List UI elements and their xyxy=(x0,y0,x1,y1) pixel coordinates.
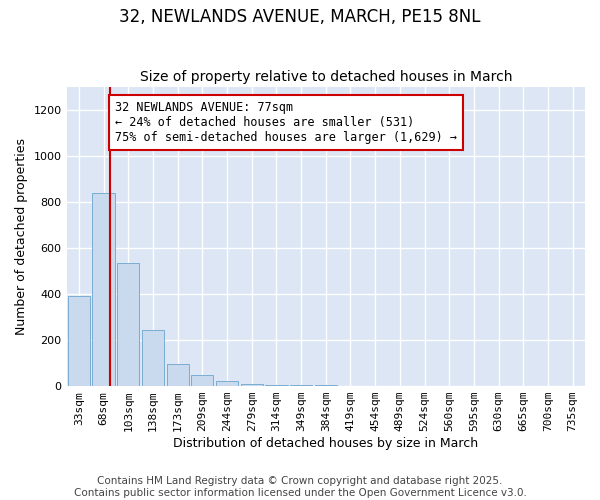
Bar xyxy=(167,364,189,386)
Bar xyxy=(216,382,238,386)
Title: Size of property relative to detached houses in March: Size of property relative to detached ho… xyxy=(140,70,512,85)
Y-axis label: Number of detached properties: Number of detached properties xyxy=(15,138,28,335)
Bar xyxy=(241,384,263,386)
Bar xyxy=(68,296,90,386)
Bar xyxy=(265,385,287,386)
Text: Contains HM Land Registry data © Crown copyright and database right 2025.
Contai: Contains HM Land Registry data © Crown c… xyxy=(74,476,526,498)
Bar xyxy=(191,374,214,386)
Bar xyxy=(92,193,115,386)
X-axis label: Distribution of detached houses by size in March: Distribution of detached houses by size … xyxy=(173,437,478,450)
Bar xyxy=(142,330,164,386)
Bar xyxy=(117,263,139,386)
Text: 32 NEWLANDS AVENUE: 77sqm
← 24% of detached houses are smaller (531)
75% of semi: 32 NEWLANDS AVENUE: 77sqm ← 24% of detac… xyxy=(115,101,457,144)
Bar xyxy=(290,385,312,386)
Text: 32, NEWLANDS AVENUE, MARCH, PE15 8NL: 32, NEWLANDS AVENUE, MARCH, PE15 8NL xyxy=(119,8,481,26)
